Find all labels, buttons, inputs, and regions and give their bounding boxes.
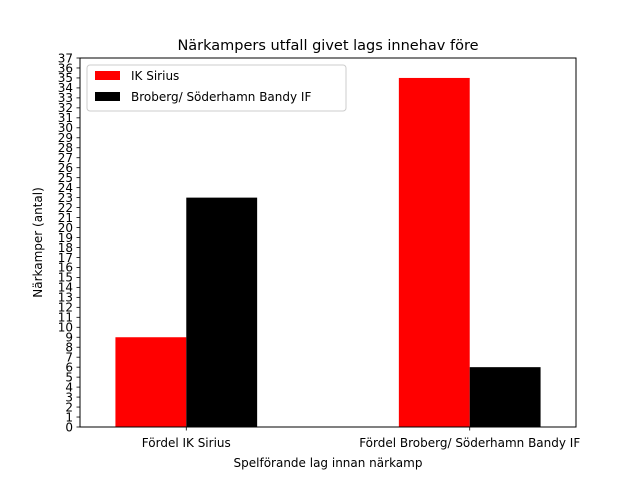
y-tick-label: 23	[58, 191, 73, 205]
y-tick-label: 0	[65, 420, 73, 434]
legend-label-broberg: Broberg/ Söderhamn Bandy IF	[131, 90, 311, 104]
y-tick-label: 37	[58, 51, 73, 65]
y-tick-label: 25	[58, 171, 73, 185]
y-tick-label: 17	[58, 251, 73, 265]
y-tick-label: 31	[58, 111, 73, 125]
legend-box	[86, 64, 347, 112]
y-tick-label: 5	[65, 370, 73, 384]
bar-ik-sirius-1	[398, 77, 470, 427]
y-tick-label: 34	[58, 81, 73, 95]
y-tick-label: 22	[58, 201, 73, 215]
legend-label-ik-sirius: IK Sirius	[131, 69, 179, 83]
y-axis-title: Närkamper (antal)	[31, 187, 45, 298]
bars-group	[115, 77, 541, 427]
y-tick-label: 15	[58, 271, 73, 285]
y-tick-label: 32	[58, 101, 73, 115]
y-tick-label: 29	[58, 131, 73, 145]
y-tick-label: 4	[65, 380, 73, 394]
legend: IK Sirius Broberg/ Söderhamn Bandy IF	[86, 64, 347, 112]
bar-broberg-0	[186, 197, 258, 427]
bar-broberg-1	[469, 367, 541, 427]
y-tick-label: 26	[58, 161, 73, 175]
y-tick-label: 19	[58, 231, 73, 245]
legend-swatch-ik-sirius	[95, 71, 120, 80]
y-tick-label: 3	[65, 390, 73, 404]
y-tick-label: 36	[58, 61, 73, 75]
plot-frame	[79, 57, 577, 428]
y-tick-label: 27	[58, 151, 73, 165]
y-tick-label: 18	[58, 241, 73, 255]
y-tick-label: 14	[58, 281, 73, 295]
bar-ik-sirius-0	[115, 337, 187, 427]
x-tick-label: Fördel IK Sirius	[142, 436, 231, 450]
y-tick-label: 28	[58, 141, 73, 155]
y-tick-label: 35	[58, 71, 73, 85]
y-tick-label: 12	[58, 301, 73, 315]
chart-title: Närkampers utfall givet lags innehav för…	[177, 38, 478, 54]
y-axis-ticks: 0123456789101112131415161718192021222324…	[58, 51, 80, 434]
x-axis-ticks: Fördel IK Sirius Fördel Broberg/ Söderham…	[142, 427, 580, 450]
legend-swatch-broberg	[95, 92, 120, 101]
y-tick-label: 2	[65, 400, 73, 414]
y-tick-label: 33	[58, 91, 73, 105]
y-tick-label: 1	[65, 410, 73, 424]
y-tick-label: 30	[58, 121, 73, 135]
x-axis-title: Spelförande lag innan närkamp	[234, 456, 423, 470]
y-tick-label: 21	[58, 211, 73, 225]
y-tick-label: 10	[58, 321, 73, 335]
y-tick-label: 13	[58, 291, 73, 305]
y-tick-label: 7	[65, 350, 73, 364]
y-tick-label: 16	[58, 261, 73, 275]
x-tick-label: Fördel Broberg/ Söderhamn Bandy IF	[359, 436, 580, 450]
y-tick-label: 24	[58, 181, 73, 195]
y-tick-label: 6	[65, 360, 73, 374]
y-tick-label: 8	[65, 341, 73, 355]
y-tick-label: 9	[65, 331, 73, 345]
y-tick-label: 20	[58, 221, 73, 235]
y-tick-label: 11	[58, 311, 73, 325]
